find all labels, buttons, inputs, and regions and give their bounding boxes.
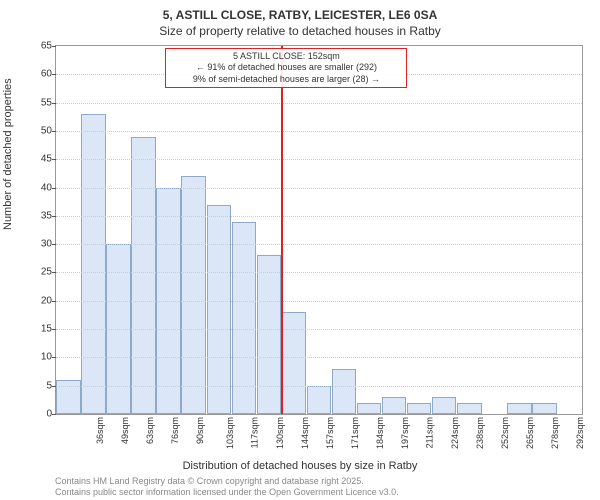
callout-line-3: 9% of semi-detached houses are larger (2… (170, 74, 402, 85)
histogram-bar (282, 312, 307, 414)
subject-property-marker (281, 46, 283, 414)
attribution: Contains HM Land Registry data © Crown c… (55, 476, 399, 498)
y-tick-label: 50 (28, 125, 52, 136)
histogram-bar (181, 176, 206, 414)
gridline (56, 103, 582, 104)
y-tick (52, 131, 56, 132)
gridline (56, 216, 582, 217)
y-tick (52, 103, 56, 104)
histogram-bar (382, 397, 407, 414)
y-tick-label: 25 (28, 267, 52, 278)
y-tick (52, 329, 56, 330)
callout-box: 5 ASTILL CLOSE: 152sqm← 91% of detached … (165, 48, 407, 88)
chart-title-sub: Size of property relative to detached ho… (0, 24, 600, 38)
x-tick-label: 49sqm (120, 417, 130, 444)
x-tick-label: 224sqm (450, 417, 460, 449)
x-tick-label: 144sqm (300, 417, 310, 449)
x-tick-label: 265sqm (525, 417, 535, 449)
y-axis-label: Number of detached properties (2, 78, 14, 230)
gridline (56, 272, 582, 273)
y-tick (52, 386, 56, 387)
y-tick (52, 414, 56, 415)
gridline (56, 301, 582, 302)
y-tick (52, 357, 56, 358)
y-tick-label: 45 (28, 154, 52, 165)
x-tick-label: 157sqm (325, 417, 335, 449)
y-tick-label: 20 (28, 295, 52, 306)
histogram-bar (307, 386, 332, 414)
histogram-bar (432, 397, 457, 414)
x-tick-label: 278sqm (550, 417, 560, 449)
y-tick-label: 5 (28, 380, 52, 391)
y-tick-label: 60 (28, 69, 52, 80)
y-tick-label: 35 (28, 210, 52, 221)
histogram-bar (407, 403, 432, 414)
y-tick (52, 188, 56, 189)
x-tick-label: 103sqm (225, 417, 235, 449)
x-tick-label: 63sqm (145, 417, 155, 444)
y-tick (52, 74, 56, 75)
bars-layer (56, 46, 582, 414)
histogram-bar (532, 403, 557, 414)
x-tick-label: 184sqm (375, 417, 385, 449)
y-tick (52, 301, 56, 302)
y-tick-label: 30 (28, 239, 52, 250)
x-tick-label: 252sqm (500, 417, 510, 449)
gridline (56, 329, 582, 330)
callout-line-2: ← 91% of detached houses are smaller (29… (170, 62, 402, 73)
x-tick-label: 76sqm (170, 417, 180, 444)
y-tick-label: 15 (28, 324, 52, 335)
gridline (56, 386, 582, 387)
y-tick-label: 40 (28, 182, 52, 193)
callout-line-1: 5 ASTILL CLOSE: 152sqm (170, 51, 402, 62)
x-tick-label: 292sqm (575, 417, 585, 449)
attribution-line-1: Contains HM Land Registry data © Crown c… (55, 476, 399, 487)
x-axis-label: Distribution of detached houses by size … (0, 460, 600, 472)
y-tick-label: 10 (28, 352, 52, 363)
x-tick-label: 130sqm (275, 417, 285, 449)
gridline (56, 159, 582, 160)
y-tick-label: 55 (28, 97, 52, 108)
histogram-bar (257, 255, 282, 414)
chart-title-main: 5, ASTILL CLOSE, RATBY, LEICESTER, LE6 0… (0, 8, 600, 22)
gridline (56, 357, 582, 358)
property-size-histogram: 5, ASTILL CLOSE, RATBY, LEICESTER, LE6 0… (0, 0, 600, 500)
x-tick-label: 117sqm (249, 417, 259, 448)
y-tick (52, 159, 56, 160)
y-tick (52, 216, 56, 217)
histogram-bar (357, 403, 382, 414)
gridline (56, 188, 582, 189)
x-tick-label: 197sqm (400, 417, 410, 449)
histogram-bar (332, 369, 357, 414)
y-tick (52, 272, 56, 273)
histogram-bar (207, 205, 232, 414)
y-tick (52, 46, 56, 47)
gridline (56, 244, 582, 245)
x-tick-label: 90sqm (195, 417, 205, 444)
x-tick-label: 238sqm (475, 417, 485, 449)
x-tick-label: 211sqm (425, 417, 435, 448)
y-tick (52, 244, 56, 245)
y-tick-label: 65 (28, 41, 52, 52)
y-tick-label: 0 (28, 409, 52, 420)
histogram-bar (131, 137, 156, 414)
gridline (56, 131, 582, 132)
histogram-bar (457, 403, 482, 414)
attribution-line-2: Contains public sector information licen… (55, 487, 399, 498)
x-tick-label: 171sqm (350, 417, 360, 449)
histogram-bar (507, 403, 532, 414)
x-tick-label: 36sqm (95, 417, 105, 444)
plot-area: 0510152025303540455055606536sqm49sqm63sq… (55, 45, 583, 415)
